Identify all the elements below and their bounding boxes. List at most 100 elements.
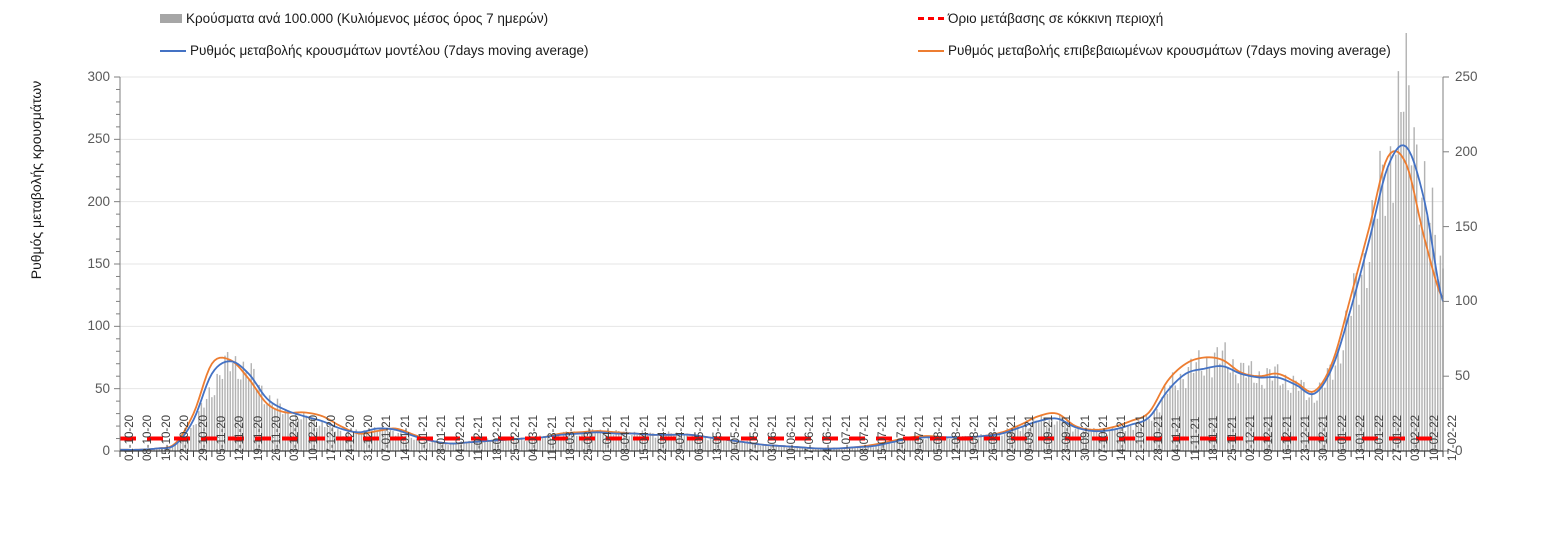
x-axis-tick-label: 26-11-20 xyxy=(271,415,283,461)
x-axis-tick-label: 05-08-21 xyxy=(932,414,945,461)
y-axis-left-tick-label: 100 xyxy=(87,318,110,334)
x-axis-tick-label: 01-07-21 xyxy=(840,414,853,461)
x-axis-tick-label: 15-10-20 xyxy=(160,414,173,461)
x-axis-tick-label: 04-11-21 xyxy=(1171,415,1184,461)
model-rate-line xyxy=(119,144,1444,451)
x-axis-tick-label: 29-04-21 xyxy=(675,414,688,461)
x-axis-tick-label: 16-12-21 xyxy=(1281,414,1294,461)
x-axis-tick-label: 17-06-21 xyxy=(803,414,816,461)
x-axis-tick-label: 08-04-21 xyxy=(620,414,633,461)
x-axis-tick-label: 25-11-21 xyxy=(1226,415,1239,461)
legend-item-cases-per-100000[interactable]: Κρούσματα ανά 100.000 (Κυλιόμενος μέσος … xyxy=(160,12,548,26)
y-axis-left-tick-label: 150 xyxy=(87,256,110,271)
y-axis-right-tick-label: 0 xyxy=(1455,443,1463,458)
x-axis-tick-label: 11-02-21 xyxy=(473,415,486,461)
y-axis-right-tick-label: 200 xyxy=(1455,143,1478,159)
x-axis-tick-label: 22-07-21 xyxy=(895,414,908,461)
x-axis-tick-label: 17-02-22 xyxy=(1447,414,1459,461)
x-axis-tick-label: 10-12-20 xyxy=(307,414,320,461)
x-axis-tick-label: 03-12-20 xyxy=(289,414,302,461)
y-axis-left-tick-label: 250 xyxy=(87,131,110,147)
x-axis-tick-label: 19-11-20 xyxy=(252,415,265,461)
x-axis-tick-label: 12-08-21 xyxy=(950,414,963,461)
x-axis-tick-label: 13-05-21 xyxy=(712,414,724,461)
x-axis-tick-label: 05-11-20 xyxy=(215,415,228,461)
x-axis-tick-label: 29-10-20 xyxy=(197,414,210,461)
x-axis-tick-label: 18-03-21 xyxy=(565,414,577,461)
x-axis-tick-label: 30-09-21 xyxy=(1079,414,1092,461)
y-axis-left-tick-label: 50 xyxy=(94,380,110,396)
x-axis-tick-label: 22-04-21 xyxy=(656,414,669,461)
x-axis-tick-label: 18-11-21 xyxy=(1208,415,1221,461)
x-axis-tick-label: 27-01-22 xyxy=(1391,414,1404,461)
x-axis-tick-label: 14-01-21 xyxy=(399,414,412,461)
x-axis-tick-label: 23-12-21 xyxy=(1300,414,1312,461)
x-axis-tick-label: 08-07-21 xyxy=(859,414,871,461)
x-axis-tick-label: 25-02-21 xyxy=(509,414,522,461)
chart-legend: Κρούσματα ανά 100.000 (Κυλιόμενος μέσος … xyxy=(0,0,1555,62)
y-axis-left-tick-label: 200 xyxy=(87,193,110,209)
x-axis-tick-label: 18-02-21 xyxy=(491,414,504,461)
x-axis-tick-label: 13-01-22 xyxy=(1355,414,1368,461)
x-axis-tick-label: 03-02-22 xyxy=(1410,414,1423,461)
confirmed-rate-line xyxy=(119,150,1444,451)
y-axis-right-tick-label: 150 xyxy=(1455,218,1478,234)
x-axis-tick-label: 06-01-22 xyxy=(1336,414,1349,461)
x-axis-tick-label: 02-09-21 xyxy=(1006,414,1018,461)
x-axis-tick-label: 02-12-21 xyxy=(1244,414,1257,461)
x-axis-tick-label: 04-03-21 xyxy=(528,414,541,461)
blue-line-swatch-icon xyxy=(160,49,186,52)
red-dashed-line-swatch-icon xyxy=(918,17,944,21)
legend-label-cases-per-100000: Κρούσματα ανά 100.000 (Κυλιόμενος μέσος … xyxy=(186,11,549,26)
x-axis-tick-label: 20-01-22 xyxy=(1373,414,1386,461)
legend-label-confirmed-rate: Ρυθμός μεταβολής επιβεβαιωμένων κρουσμάτ… xyxy=(948,43,1391,58)
x-axis-tick-label: 21-01-21 xyxy=(418,414,430,461)
y-axis-right-tick-label: 250 xyxy=(1455,69,1478,84)
legend-label-model-rate: Ρυθμός μεταβολής κρουσμάτων μοντέλου (7d… xyxy=(190,43,589,58)
x-axis-tick-label: 07-01-21 xyxy=(381,414,394,461)
y-axis-right-tick-label: 50 xyxy=(1455,368,1471,384)
x-axis-tick-label: 03-06-21 xyxy=(767,414,780,461)
x-axis-tick-label: 08-10-20 xyxy=(142,414,155,461)
x-axis-tick-label: 23-09-21 xyxy=(1061,414,1074,461)
x-axis-tick-label: 11-11-21 xyxy=(1189,416,1202,461)
x-axis-tick-label: 09-12-21 xyxy=(1263,414,1276,461)
x-axis-tick-label: 25-03-21 xyxy=(583,414,596,461)
x-axis-tick-label: 24-12-20 xyxy=(344,414,357,461)
x-axis-tick-label: 14-10-21 xyxy=(1116,414,1129,461)
orange-line-swatch-icon xyxy=(918,49,944,52)
x-axis-tick-label: 01-10-20 xyxy=(124,414,136,461)
y-axis-left-tick-label: 0 xyxy=(102,443,110,458)
x-axis-tick-label: 09-09-21 xyxy=(1024,414,1037,461)
x-axis-tick-label: 07-10-21 xyxy=(1097,414,1110,461)
x-axis-tick-label: 24-06-21 xyxy=(822,414,835,461)
x-axis-tick-label: 06-05-21 xyxy=(693,414,706,461)
y-axis-left-tick-label: 300 xyxy=(87,69,110,84)
x-axis-tick-label: 12-11-20 xyxy=(234,415,247,461)
x-axis-tick-label: 04-02-21 xyxy=(454,414,467,461)
legend-item-model-rate[interactable]: Ρυθμός μεταβολής κρουσμάτων μοντέλου (7d… xyxy=(160,44,589,58)
x-axis-tick-label: 21-10-21 xyxy=(1134,414,1147,461)
x-axis-tick-label: 22-10-20 xyxy=(179,414,192,461)
x-axis-tick-label: 10-06-21 xyxy=(785,414,798,461)
x-axis-tick-label: 15-07-21 xyxy=(877,414,890,461)
x-axis-tick-label: 11-03-21 xyxy=(546,415,559,461)
x-axis-tick-label: 17-12-20 xyxy=(326,414,339,461)
legend-item-confirmed-rate[interactable]: Ρυθμός μεταβολής επιβεβαιωμένων κρουσμάτ… xyxy=(918,44,1391,58)
x-axis-tick-label: 15-04-21 xyxy=(638,414,651,461)
x-axis-tick-label: 28-01-21 xyxy=(436,414,449,461)
x-axis-tick-label: 20-05-21 xyxy=(730,414,743,461)
x-axis-tick-label: 29-07-21 xyxy=(914,414,927,461)
bar-swatch-icon xyxy=(160,14,182,24)
x-axis-tick-label: 10-02-22 xyxy=(1428,414,1441,461)
x-axis-tick-label: 30-12-21 xyxy=(1318,414,1331,461)
x-axis-tick-label: 01-04-21 xyxy=(601,414,614,461)
x-axis-tick-label: 26-08-21 xyxy=(987,414,1000,461)
legend-item-red-zone-threshold[interactable]: Όριο μετάβασης σε κόκκινη περιοχή xyxy=(918,12,1163,26)
legend-label-red-zone-threshold: Όριο μετάβασης σε κόκκινη περιοχή xyxy=(948,11,1164,26)
x-axis-tick-label: 19-08-21 xyxy=(969,414,982,461)
x-axis-tick-label: 27-05-21 xyxy=(748,414,761,461)
